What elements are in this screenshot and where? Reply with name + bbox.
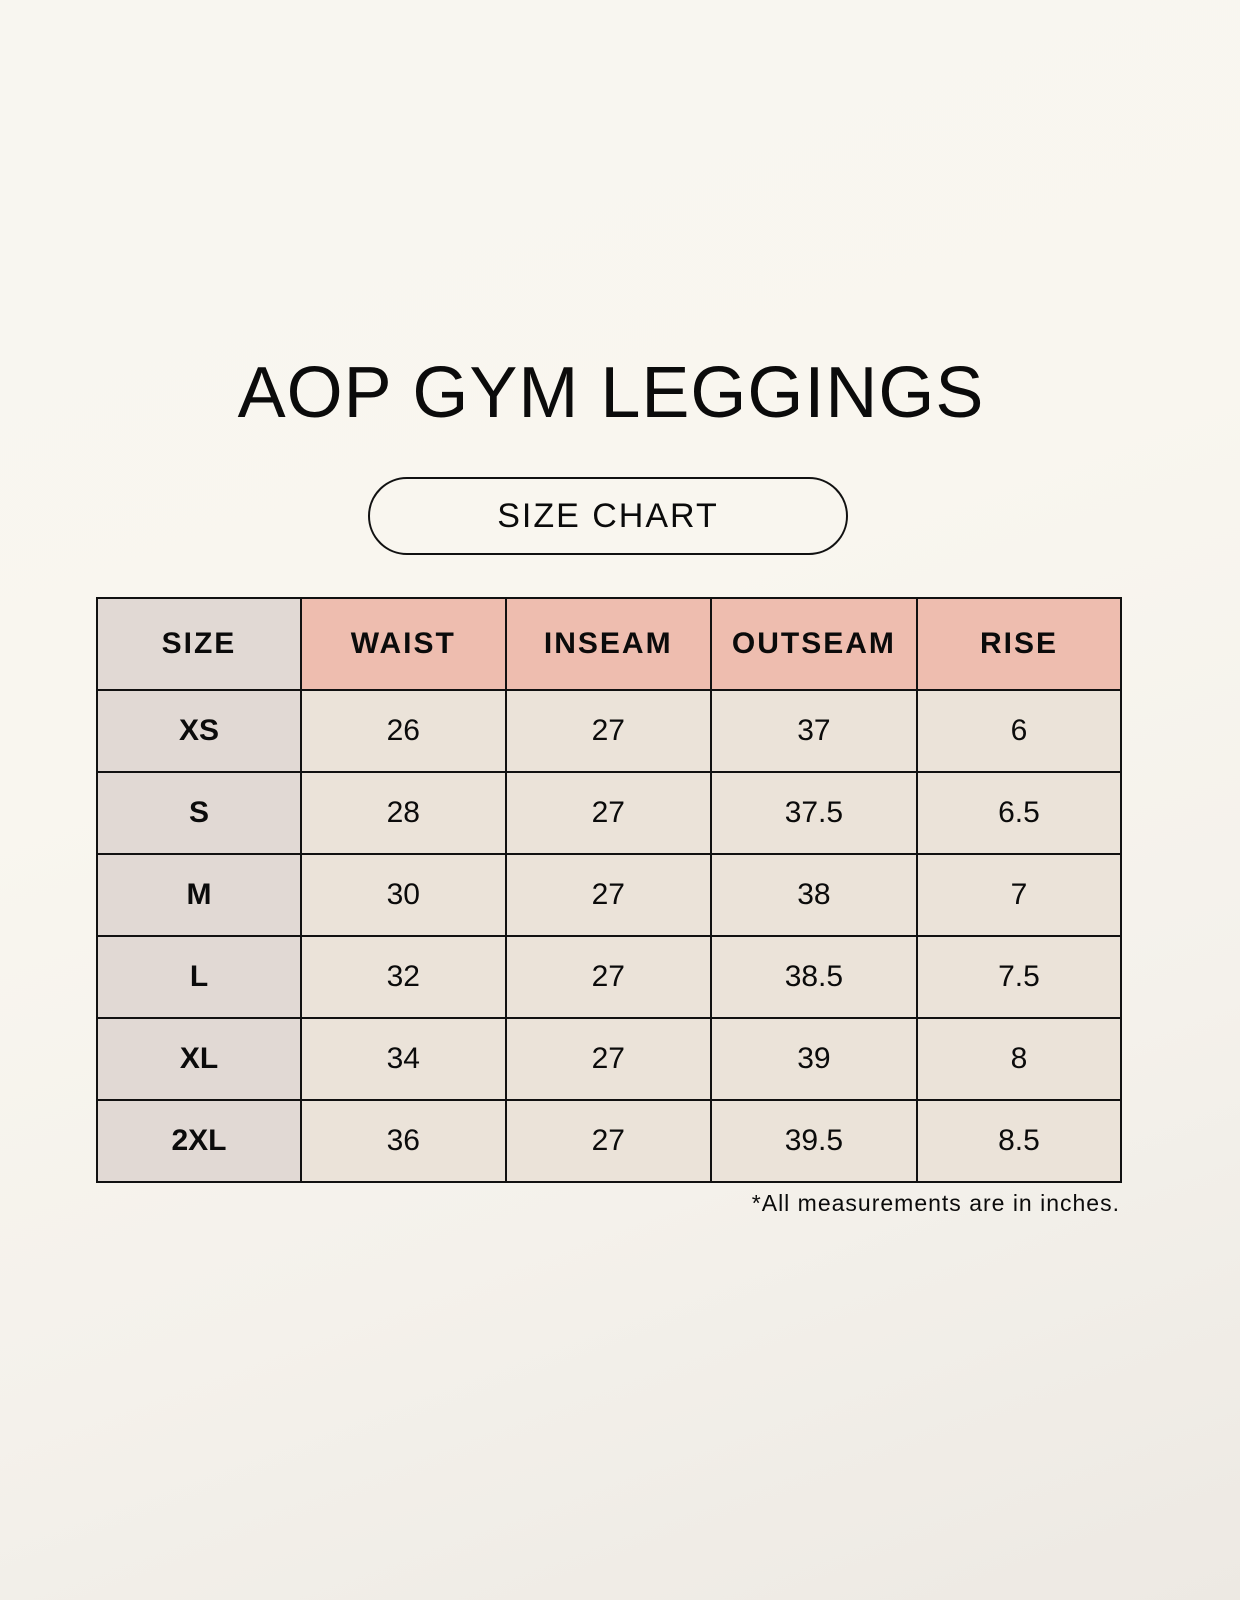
- header-waist: WAIST: [299, 597, 507, 691]
- cell-size: S: [96, 771, 302, 855]
- page-title: AOP GYM LEGGINGS: [237, 353, 985, 433]
- cell-inseam: 27: [504, 771, 712, 855]
- cell-size: M: [96, 853, 302, 937]
- cell-size: XS: [96, 689, 302, 773]
- header-inseam: INSEAM: [504, 597, 712, 691]
- cell-waist: 28: [299, 771, 507, 855]
- table-row: M 30 27 38 7: [96, 853, 1123, 937]
- cell-size: XL: [96, 1017, 302, 1101]
- table-row: S 28 27 37.5 6.5: [96, 771, 1123, 855]
- cell-size: L: [96, 935, 302, 1019]
- cell-inseam: 27: [504, 689, 712, 773]
- header-rise: RISE: [915, 597, 1123, 691]
- cell-rise: 6.5: [915, 771, 1123, 855]
- cell-waist: 26: [299, 689, 507, 773]
- header-outseam: OUTSEAM: [709, 597, 918, 691]
- cell-inseam: 27: [504, 1099, 712, 1183]
- size-chart-table: SIZE WAIST INSEAM OUTSEAM RISE XS 26 27 37 6…: [96, 597, 1123, 1183]
- table-row: L 32 27 38.5 7.5: [96, 935, 1123, 1019]
- cell-rise: 8: [915, 1017, 1123, 1101]
- cell-waist: 30: [299, 853, 507, 937]
- table-header-row: SIZE WAIST INSEAM OUTSEAM RISE: [96, 597, 1123, 691]
- cell-waist: 36: [299, 1099, 507, 1183]
- size-chart-label: SIZE CHART: [368, 477, 848, 555]
- cell-rise: 8.5: [915, 1099, 1123, 1183]
- cell-rise: 7: [915, 853, 1123, 937]
- cell-inseam: 27: [504, 853, 712, 937]
- cell-outseam: 37.5: [709, 771, 918, 855]
- cell-outseam: 38: [709, 853, 918, 937]
- cell-outseam: 38.5: [709, 935, 918, 1019]
- cell-outseam: 39: [709, 1017, 918, 1101]
- cell-size: 2XL: [96, 1099, 302, 1183]
- measurement-note: *All measurements are in inches.: [751, 1190, 1120, 1216]
- table-row: XS 26 27 37 6: [96, 689, 1123, 773]
- cell-outseam: 37: [709, 689, 918, 773]
- table-row: 2XL 36 27 39.5 8.5: [96, 1099, 1123, 1183]
- cell-inseam: 27: [504, 1017, 712, 1101]
- cell-outseam: 39.5: [709, 1099, 918, 1183]
- cell-inseam: 27: [504, 935, 712, 1019]
- cell-rise: 6: [915, 689, 1123, 773]
- header-size: SIZE: [96, 597, 302, 691]
- table-row: XL 34 27 39 8: [96, 1017, 1123, 1101]
- cell-rise: 7.5: [915, 935, 1123, 1019]
- cell-waist: 34: [299, 1017, 507, 1101]
- cell-waist: 32: [299, 935, 507, 1019]
